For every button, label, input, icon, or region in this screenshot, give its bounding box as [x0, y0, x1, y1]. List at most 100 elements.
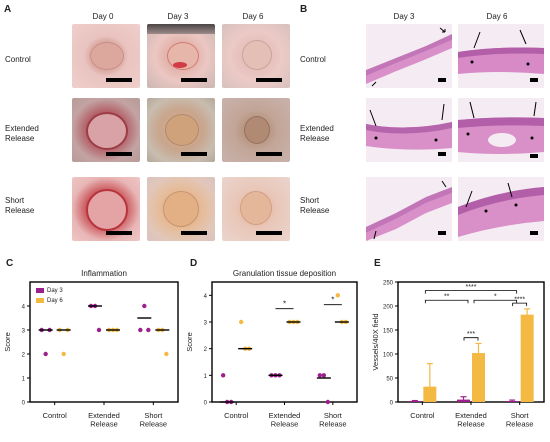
y-tick-label: 200 [383, 305, 394, 311]
y-tick-label: 250 [383, 281, 394, 287]
panel-a-col-day0: Day 0 [92, 12, 114, 21]
y-tick-label: 2 [204, 347, 208, 353]
data-point-day3 [321, 373, 327, 378]
x-tick-label: Control [224, 411, 249, 420]
data-point-day3 [224, 399, 230, 405]
x-tick-label: Short Release [140, 411, 168, 429]
y-tick-label: 3 [204, 321, 208, 327]
panel-e-letter: E [374, 258, 381, 269]
panel-b-letter: B [300, 4, 308, 15]
data-point-day6 [343, 319, 349, 325]
legend-label: Day 6 [47, 298, 63, 304]
panel-a-row-control: Control [5, 55, 31, 64]
wound-photo-extended-day6 [222, 98, 290, 162]
panel-c-letter: C [6, 258, 13, 269]
panel-b-col-day6: Day 6 [486, 12, 508, 21]
wound-photo-control-day3 [147, 24, 215, 88]
wound-photo-control-day0 [72, 24, 140, 88]
histology-control-day3 [366, 24, 452, 88]
significance-label: **** [466, 284, 477, 291]
y-tick-label: 0 [22, 401, 26, 407]
data-point-day6 [114, 327, 120, 333]
chart-title: Inflammation [81, 269, 127, 278]
data-point-day6 [164, 351, 169, 357]
wound-photo-short-day3 [147, 177, 215, 241]
y-tick-label: 150 [383, 329, 394, 335]
panel-a-col-day6: Day 6 [242, 12, 264, 21]
data-point-day3 [228, 399, 234, 405]
data-point-day6 [291, 319, 296, 325]
significance-label: *** [467, 331, 475, 338]
histology-short-day3 [366, 177, 452, 241]
data-point-day6 [339, 319, 345, 325]
chart-title: Granulation tissue deposition [233, 269, 336, 278]
panel-d-letter: D [190, 258, 197, 269]
y-axis-label: Score [3, 332, 12, 352]
y-tick-label: 1 [204, 374, 208, 380]
data-point-day6 [160, 327, 165, 333]
y-tick-label: 1 [22, 377, 26, 383]
panel-a-row-short: Short Release [5, 196, 35, 215]
panel-a-col-day3: Day 3 [167, 12, 189, 21]
y-tick-label: 100 [383, 353, 394, 359]
plot-frame [397, 281, 545, 403]
significance-bracket [512, 302, 528, 307]
significance-label: * [331, 296, 334, 305]
data-point-day6 [65, 327, 70, 333]
plot-frame [211, 281, 358, 403]
data-point-day6 [242, 346, 248, 351]
data-point-day3 [43, 351, 48, 357]
legend-label: Day 3 [47, 288, 63, 294]
data-point-day3 [220, 373, 226, 378]
legend-swatch [36, 288, 44, 293]
plot-frame [29, 281, 179, 403]
data-point-day6 [295, 319, 300, 325]
wound-photo-control-day6 [222, 24, 290, 88]
x-tick-label: Control [43, 411, 68, 420]
significance-bracket [473, 299, 518, 304]
histology-extended-day6 [458, 98, 544, 162]
histology-control-day6 [458, 24, 544, 88]
bar-day3 [457, 399, 470, 402]
histology-short-day6 [458, 177, 544, 241]
data-point-day6 [246, 346, 252, 351]
significance-label: * [283, 300, 286, 309]
y-tick-label: 4 [22, 305, 26, 311]
wound-photo-short-day0 [72, 177, 140, 241]
data-point-day6 [238, 319, 244, 325]
bar-day3 [408, 401, 422, 402]
data-point-day3 [269, 373, 274, 378]
bar-day6 [472, 353, 485, 402]
panel-b-col-day3: Day 3 [393, 12, 415, 21]
data-point-day3 [277, 373, 282, 378]
significance-bracket [463, 337, 479, 341]
data-point-day3 [317, 373, 323, 378]
data-point-day3 [273, 373, 278, 378]
data-point-day3 [142, 303, 147, 309]
panel-a-letter: A [4, 4, 12, 15]
y-tick-label: 50 [386, 377, 393, 383]
x-tick-label: Short Release [506, 411, 534, 429]
y-axis-label: Score [185, 332, 194, 352]
x-tick-label: Short Release [319, 411, 347, 429]
x-tick-label: Extended Release [88, 411, 120, 429]
x-tick-label: Control [410, 411, 435, 420]
data-point-day6 [57, 327, 62, 333]
y-tick-label: 2 [22, 353, 26, 359]
y-axis-label: Vessels/40X field [371, 313, 380, 370]
panel-b-row-short: Short Release [300, 196, 330, 215]
data-point-day6 [61, 351, 66, 357]
data-point-day3 [146, 327, 151, 333]
significance-label: ** [444, 294, 450, 301]
data-point-day6 [156, 327, 161, 333]
data-point-day3 [325, 399, 331, 405]
y-tick-label: 3 [22, 329, 26, 335]
legend-swatch [36, 298, 44, 303]
data-point-day6 [287, 319, 292, 325]
x-tick-label: Extended Release [269, 411, 301, 429]
wound-photo-extended-day0 [72, 98, 140, 162]
data-point-day6 [335, 293, 341, 298]
data-point-day6 [106, 327, 112, 333]
wound-photo-extended-day3 [147, 98, 215, 162]
data-point-day3 [96, 327, 102, 333]
